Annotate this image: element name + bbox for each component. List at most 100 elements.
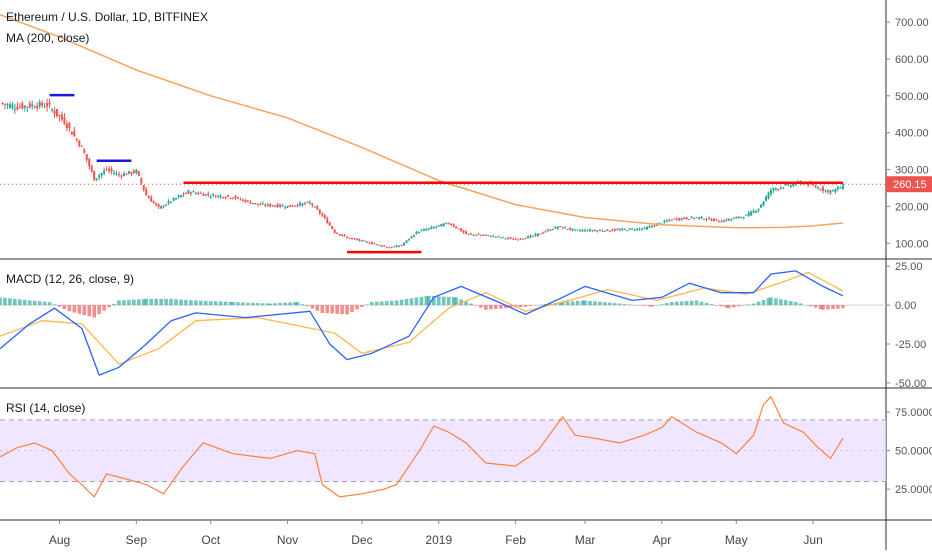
- macd-histogram-bar: [350, 305, 354, 312]
- candle-body: [819, 189, 822, 191]
- candle-body: [660, 223, 663, 225]
- candle-body: [509, 237, 512, 239]
- macd-histogram-bar: [77, 305, 82, 314]
- macd-histogram-bar: [627, 304, 632, 306]
- candle-body: [517, 239, 520, 241]
- macd-histogram-bar: [736, 305, 741, 307]
- candle-body: [90, 165, 93, 172]
- macd-histogram-bar: [756, 301, 761, 306]
- candle-body: [427, 228, 430, 230]
- candle-body: [363, 240, 366, 242]
- macd-histogram-bar: [260, 303, 265, 306]
- candle-body: [760, 204, 763, 208]
- candle-body: [665, 220, 668, 222]
- candle-body: [298, 202, 301, 206]
- macd-histogram-bar: [305, 305, 310, 307]
- candle-body: [643, 227, 646, 229]
- candle-body: [546, 229, 549, 231]
- candle-body: [100, 173, 103, 176]
- candle-body: [60, 114, 63, 120]
- candle-body: [559, 226, 562, 228]
- candle-body: [730, 218, 733, 220]
- candle-body: [611, 229, 614, 231]
- macd-histogram-bar: [283, 302, 287, 306]
- candle-body: [658, 222, 661, 224]
- macd-histogram-bar: [8, 298, 12, 306]
- candle-body: [130, 172, 133, 174]
- candle-body: [8, 104, 11, 108]
- candle-body: [591, 230, 594, 232]
- candle-body: [524, 238, 527, 240]
- macd-histogram-bar: [670, 302, 674, 306]
- candle-body: [385, 246, 388, 248]
- macd-histogram-bar: [803, 304, 808, 306]
- macd-histogram-bar: [0, 297, 2, 306]
- macd-histogram-bar: [87, 305, 92, 317]
- candle-body: [663, 220, 666, 223]
- macd-histogram-bar: [102, 305, 106, 311]
- rsi-indicator-label[interactable]: RSI (14, close): [6, 401, 86, 415]
- candle-body: [722, 220, 725, 222]
- candle-body: [244, 200, 247, 203]
- macd-histogram-bar: [213, 301, 218, 306]
- macd-histogram-bar: [769, 297, 773, 306]
- candle-body: [370, 242, 373, 244]
- candle-body: [794, 184, 797, 186]
- macd-histogram-bar: [62, 305, 67, 309]
- candle-body: [470, 233, 473, 235]
- time-axis-tick-label: Apr: [653, 533, 672, 547]
- macd-histogram-bar: [52, 304, 57, 306]
- candle-body: [256, 203, 259, 205]
- candle-body: [752, 210, 755, 213]
- candle-body: [23, 105, 26, 108]
- candle-body: [497, 236, 500, 238]
- candle-body: [668, 219, 671, 221]
- macd-histogram-bar: [441, 296, 446, 306]
- candle-body: [740, 216, 743, 218]
- macd-histogram-bar: [132, 299, 136, 306]
- ma-indicator-label[interactable]: MA (200, close): [6, 31, 90, 45]
- candle-body: [383, 245, 386, 247]
- candle-body: [18, 106, 21, 108]
- macd-histogram-bar: [300, 304, 305, 306]
- candle-body: [187, 190, 190, 194]
- macd-histogram-bar: [751, 303, 756, 306]
- macd-indicator-label[interactable]: MACD (12, 26, close, 9): [6, 272, 135, 286]
- candle-body: [777, 188, 780, 190]
- macd-histogram-bar: [684, 301, 689, 306]
- candle-body: [194, 193, 197, 195]
- candle-body: [460, 228, 463, 232]
- candle-body: [504, 238, 507, 240]
- candle-body: [596, 230, 599, 232]
- candle-body: [841, 184, 844, 189]
- candle-body: [46, 103, 49, 107]
- candle-body: [598, 229, 601, 231]
- candle-body: [390, 247, 393, 249]
- candle-body: [641, 228, 644, 230]
- candle-body: [633, 229, 636, 231]
- candle-body: [41, 102, 44, 106]
- candle-body: [566, 228, 569, 230]
- macd-histogram-bar: [766, 298, 771, 306]
- candle-body: [675, 218, 678, 220]
- macd-histogram-bar: [149, 298, 154, 306]
- candle-body: [80, 145, 83, 147]
- candle-body: [430, 226, 433, 229]
- macd-histogram-bar: [694, 300, 699, 306]
- candle-body: [368, 242, 371, 244]
- candle-body: [336, 232, 339, 234]
- candle-body: [747, 212, 750, 217]
- macd-histogram-bar: [523, 305, 528, 307]
- price-axis-tick-label: 600.00: [895, 54, 929, 66]
- candle-body: [653, 225, 656, 227]
- candle-body: [227, 195, 230, 197]
- macd-histogram-bar: [315, 305, 320, 311]
- macd-histogram-bar: [704, 302, 709, 306]
- macd-histogram-bar: [432, 296, 436, 306]
- candle-body: [536, 233, 539, 236]
- candle-body: [343, 234, 346, 237]
- macd-histogram-bar: [97, 305, 101, 315]
- macd-histogram-bar: [241, 302, 245, 306]
